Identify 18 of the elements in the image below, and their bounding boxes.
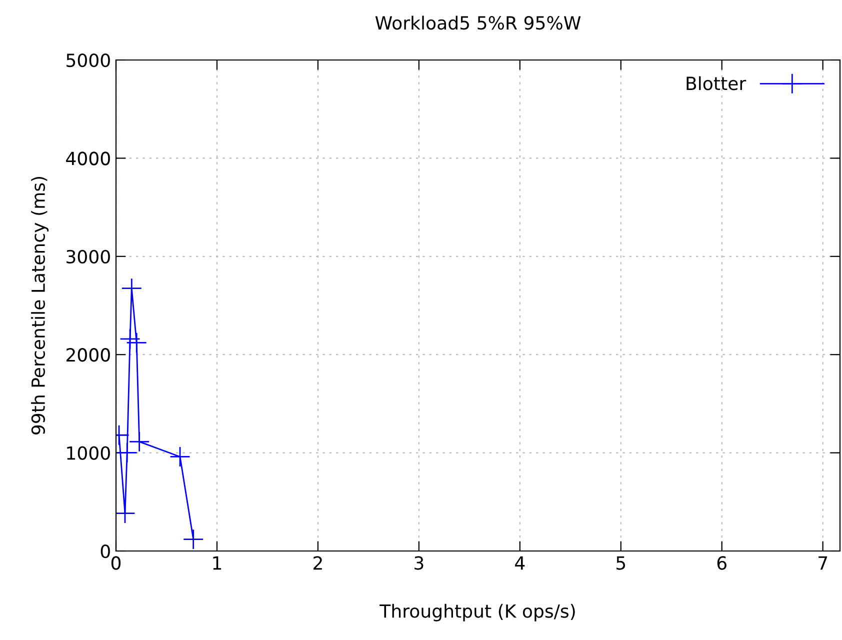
y-tick-label: 5000 xyxy=(66,53,110,68)
x-tick-label: 7 xyxy=(818,556,828,570)
y-tick-label: 4000 xyxy=(66,152,110,166)
y-tick-label: 1000 xyxy=(67,446,110,460)
x-tick-label: 3 xyxy=(414,556,424,570)
x-tick-label: 2 xyxy=(314,556,322,570)
x-tick-label: 6 xyxy=(717,556,726,570)
x-tick-label: 0 xyxy=(111,556,121,570)
y-tick-label: 0 xyxy=(100,544,110,558)
x-axis-title: Throughtput (K ops/s) xyxy=(380,604,575,622)
x-tick-label: 5 xyxy=(616,556,626,570)
y-tick-label: 3000 xyxy=(66,250,110,264)
x-tick-label: 4 xyxy=(515,556,525,570)
legend-label: Blotter xyxy=(686,76,746,90)
x-tick-label: 1 xyxy=(213,556,222,570)
y-axis-title: 99th Percentile Latency (ms) xyxy=(31,176,49,434)
chart-title: Workload5 5%R 95%W xyxy=(375,16,581,30)
y-tick-label: 2000 xyxy=(66,348,110,362)
